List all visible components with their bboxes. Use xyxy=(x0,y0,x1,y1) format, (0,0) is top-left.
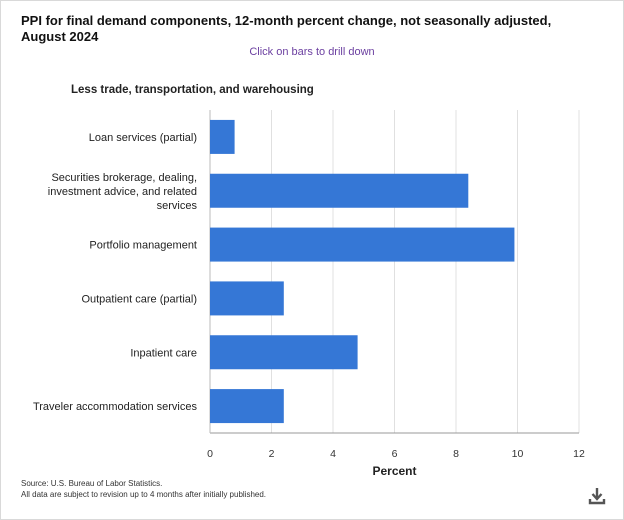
source-line: Source: U.S. Bureau of Labor Statistics. xyxy=(21,479,163,488)
x-axis-label: Percent xyxy=(372,464,416,478)
x-tick-label: 4 xyxy=(330,448,336,460)
group-label: Less trade, transportation, and warehous… xyxy=(71,84,314,96)
revision-note: All data are subject to revision up to 4… xyxy=(21,490,267,499)
bar[interactable] xyxy=(210,335,358,370)
bar[interactable] xyxy=(210,173,469,208)
x-tick-label: 10 xyxy=(512,448,524,460)
category-label: Loan services (partial) xyxy=(89,132,197,144)
category-label: Traveler accommodation services xyxy=(33,401,198,413)
category-label: Inpatient care xyxy=(130,347,197,359)
source-note: Source: U.S. Bureau of Labor Statistics.… xyxy=(21,478,266,500)
x-tick-label: 2 xyxy=(269,448,275,460)
drill-down-hint[interactable]: Click on bars to drill down xyxy=(249,46,375,58)
x-tick-label: 12 xyxy=(573,448,585,460)
category-label: investment advice, and related xyxy=(48,186,197,198)
x-tick-label: 0 xyxy=(207,448,213,460)
bar[interactable] xyxy=(210,227,515,262)
x-tick-label: 6 xyxy=(392,448,398,460)
category-label: Outpatient care (partial) xyxy=(81,293,197,305)
bar[interactable] xyxy=(210,389,284,424)
category-label: Portfolio management xyxy=(89,240,197,252)
category-label: services xyxy=(157,200,198,212)
chart-title: PPI for final demand components, 12-mont… xyxy=(21,13,552,44)
category-label: Securities brokerage, dealing, xyxy=(51,172,197,184)
x-tick-label: 8 xyxy=(453,448,459,460)
download-icon[interactable] xyxy=(586,485,608,507)
bar[interactable] xyxy=(210,281,284,316)
bar[interactable] xyxy=(210,119,235,154)
